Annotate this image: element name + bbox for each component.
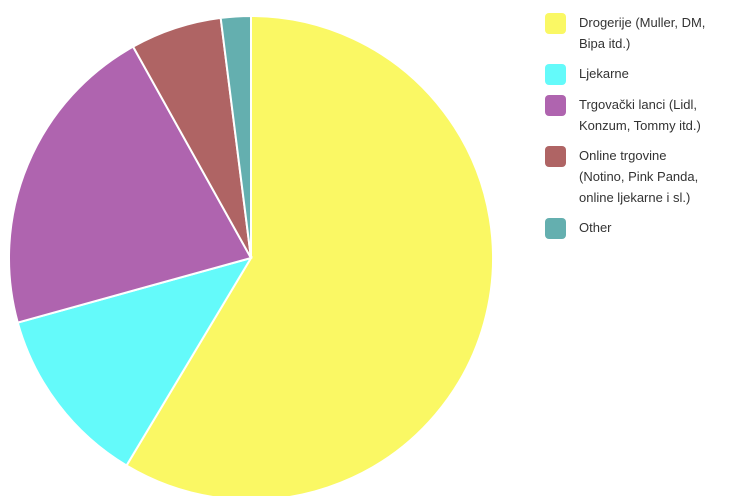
pie-slice-trgovacki-lanci[interactable]	[8, 45, 253, 324]
legend-item-drogerije[interactable]: Drogerije (Muller, DM, Bipa itd.)	[545, 12, 725, 54]
legend-label: Drogerije (Muller, DM, Bipa itd.)	[579, 15, 706, 51]
legend-item-online-trgovine[interactable]: Online trgovine (Notino, Pink Panda, onlin…	[545, 145, 725, 208]
legend-item-other[interactable]: Other	[545, 217, 725, 239]
legend-swatch	[545, 64, 566, 85]
chart-legend: Drogerije (Muller, DM, Bipa itd.) Ljekarn…	[545, 12, 725, 248]
pie-chart-svg	[8, 14, 494, 496]
legend-label: Trgovački lanci (Lidl, Konzum, Tommy itd.…	[579, 97, 701, 133]
legend-label: Other	[579, 220, 612, 235]
legend-item-trgovacki-lanci[interactable]: Trgovački lanci (Lidl, Konzum, Tommy itd.…	[545, 94, 725, 136]
legend-item-ljekarne[interactable]: Ljekarne	[545, 63, 725, 85]
legend-swatch	[545, 95, 566, 116]
legend-label: Online trgovine (Notino, Pink Panda, onlin…	[579, 148, 699, 205]
pie-slice-drogerije[interactable]	[125, 14, 494, 496]
legend-swatch	[545, 146, 566, 167]
pie-slice-other[interactable]	[219, 14, 252, 259]
pie-chart	[8, 14, 494, 496]
legend-swatch	[545, 218, 566, 239]
pie-slice-ljekarne[interactable]	[16, 256, 254, 467]
legend-label: Ljekarne	[579, 66, 629, 81]
legend-swatch	[545, 13, 566, 34]
